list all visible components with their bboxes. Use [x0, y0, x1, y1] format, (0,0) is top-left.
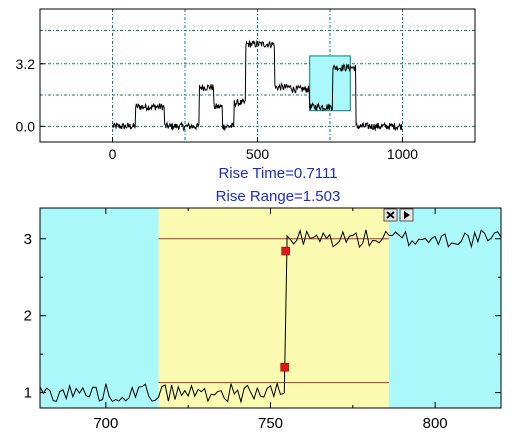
x-tick-label: 700 [93, 415, 118, 432]
zoom-series-line [40, 228, 501, 404]
y-tick-label: 1 [24, 385, 32, 402]
play-right-icon [404, 211, 410, 219]
rise-range-label: Rise Range=1.503 [216, 188, 341, 205]
x-tick-label: 0 [109, 146, 117, 162]
overview-axes: 0 500 1000 0.0 3.2 [16, 56, 419, 162]
x-tick-label: 750 [258, 415, 283, 432]
y-tick-label: 2 [24, 308, 32, 325]
overview-chart: 0 500 1000 0.0 3.2 [16, 8, 476, 162]
zoom-axes: 700 750 800 1 2 3 [24, 208, 501, 432]
next-button[interactable] [399, 208, 414, 222]
zoom-chart: 700 750 800 1 2 3 [24, 207, 502, 432]
x-tick-label: 1000 [387, 146, 418, 162]
y-tick-label: 0.0 [16, 118, 36, 134]
x-tick-label: 500 [246, 146, 270, 162]
rise-markers [280, 246, 290, 372]
rise-marker [280, 362, 289, 372]
overview-series-line [112, 39, 403, 132]
rise-time-label: Rise Time=0.7111 [218, 165, 337, 182]
close-icon [386, 211, 395, 219]
y-tick-label: 3 [24, 231, 32, 248]
region-cyan [40, 208, 159, 408]
rise-marker [281, 246, 290, 256]
region-yellow [158, 208, 390, 408]
region-cyan [389, 208, 501, 408]
y-tick-label: 3.2 [16, 56, 36, 72]
level-lines [158, 238, 390, 384]
selection-box[interactable] [309, 55, 351, 112]
x-tick-label: 800 [423, 415, 448, 432]
close-button[interactable] [383, 208, 398, 222]
